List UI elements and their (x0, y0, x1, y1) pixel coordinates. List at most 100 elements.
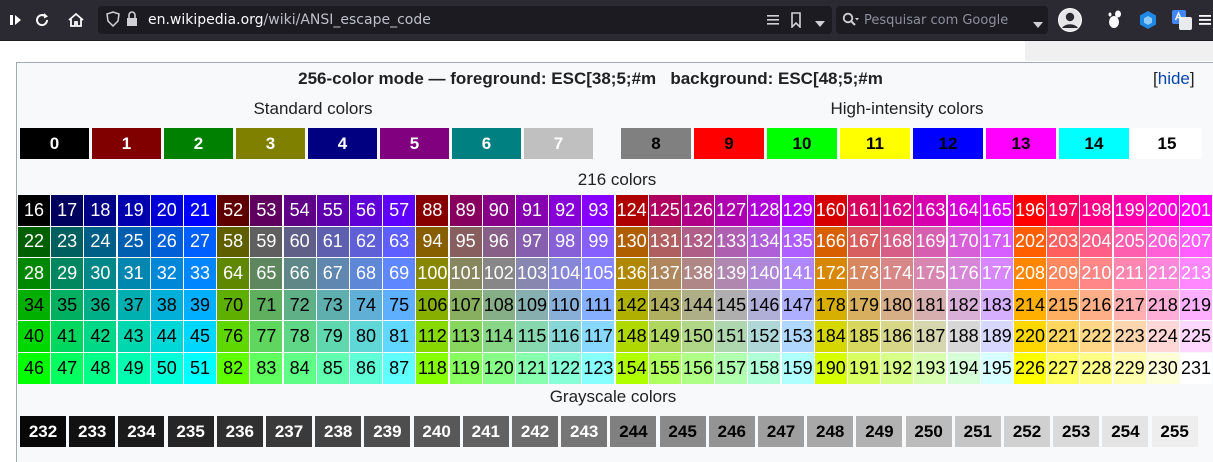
cube-color-125: 125 (648, 195, 681, 226)
translate-extension-icon[interactable] (1168, 6, 1196, 34)
standard-color-3: 3 (236, 128, 305, 159)
cube-color-63: 63 (383, 226, 416, 258)
cube-color-46: 46 (18, 353, 50, 384)
search-dropdown-icon[interactable] (1032, 15, 1044, 34)
cube-color-136: 136 (615, 258, 648, 289)
cube-color-79: 79 (316, 321, 349, 352)
cube-color-124: 124 (615, 195, 648, 226)
cube-color-97: 97 (516, 226, 548, 258)
cube-color-17: 17 (51, 195, 84, 226)
grayscale-color-237: 237 (266, 416, 312, 447)
cube-color-64: 64 (217, 258, 250, 289)
reload-icon[interactable] (28, 6, 56, 34)
grayscale-color-239: 239 (364, 416, 411, 447)
cube-color-99: 99 (582, 226, 615, 258)
cube-color-131: 131 (648, 226, 681, 258)
cube-color-45: 45 (184, 321, 216, 352)
standard-colors-heading: Standard colors (253, 99, 373, 118)
high-intensity-color-14: 14 (1059, 128, 1129, 159)
menu-icon[interactable] (1196, 6, 1213, 34)
cube-color-36: 36 (84, 289, 117, 321)
cube-color-142: 142 (615, 289, 648, 321)
shield-icon[interactable] (106, 11, 120, 31)
home-icon[interactable] (62, 6, 90, 34)
url-path: /wiki/ANSI_escape_code (263, 12, 431, 28)
cube-color-44: 44 (150, 321, 183, 352)
cube-color-159: 159 (781, 353, 814, 384)
cube-color-161: 161 (848, 195, 880, 226)
cube-color-184: 184 (814, 321, 847, 352)
high-intensity-color-15: 15 (1132, 128, 1202, 159)
cube-color-43: 43 (117, 321, 150, 352)
cube-color-162: 162 (881, 195, 914, 226)
bracket-open: [ (1153, 69, 1158, 88)
cube-color-110: 110 (549, 289, 582, 321)
gnome-extension-icon[interactable] (1100, 6, 1128, 34)
cube-color-107: 107 (449, 289, 482, 321)
sidebar-toggle-icon[interactable] (2, 6, 30, 34)
cube-color-135: 135 (781, 226, 814, 258)
cube-color-42: 42 (84, 321, 117, 352)
cube-color-160: 160 (814, 195, 847, 226)
cube-color-224: 224 (1146, 321, 1179, 352)
cube-color-176: 176 (947, 258, 980, 289)
cube-color-193: 193 (914, 353, 947, 384)
cube-color-80: 80 (350, 321, 382, 352)
url-bar[interactable]: en.wikipedia.org/wiki/ANSI_escape_code (98, 6, 832, 34)
cube-color-151: 151 (715, 321, 748, 352)
cube-color-145: 145 (715, 289, 748, 321)
cube-color-208: 208 (1014, 258, 1046, 289)
url-dropdown-icon[interactable] (814, 14, 826, 33)
account-icon[interactable] (1056, 6, 1084, 34)
cube-color-214: 214 (1014, 289, 1046, 321)
cube-color-216: 216 (1080, 289, 1113, 321)
cube-color-126: 126 (682, 195, 714, 226)
cube-color-94: 94 (416, 226, 449, 258)
cube-color-60: 60 (283, 226, 316, 258)
cube-color-209: 209 (1047, 258, 1080, 289)
hide-toggle[interactable]: [hide] (1153, 69, 1195, 89)
cube-color-171: 171 (980, 226, 1013, 258)
reader-mode-icon[interactable] (766, 12, 780, 31)
url-text[interactable]: en.wikipedia.org/wiki/ANSI_escape_code (148, 12, 431, 28)
grayscale-color-249: 249 (856, 416, 903, 447)
cube-color-140: 140 (748, 258, 781, 289)
cube-color-221: 221 (1047, 321, 1080, 352)
cube-color-183: 183 (980, 289, 1013, 321)
cube-color-87: 87 (383, 353, 416, 384)
cube-color-85: 85 (316, 353, 349, 384)
hide-link[interactable]: hide (1157, 69, 1190, 88)
cube-color-21: 21 (184, 195, 216, 226)
grayscale-color-236: 236 (216, 416, 263, 447)
cube-color-130: 130 (615, 226, 648, 258)
cube-color-83: 83 (250, 353, 283, 384)
cube-color-226: 226 (1014, 353, 1046, 384)
cube-color-165: 165 (980, 195, 1013, 226)
search-bar[interactable]: Pesquisar com Google (836, 6, 1048, 34)
cube-color-163: 163 (914, 195, 947, 226)
cube-color-194: 194 (947, 353, 980, 384)
cube-color-167: 167 (848, 226, 880, 258)
grayscale-color-238: 238 (315, 416, 362, 447)
cube-color-108: 108 (482, 289, 515, 321)
cube-color-123: 123 (582, 353, 615, 384)
cube-color-188: 188 (947, 321, 980, 352)
cube-color-156: 156 (682, 353, 714, 384)
cube-color-153: 153 (781, 321, 814, 352)
cube-color-16: 16 (18, 195, 50, 226)
cube-color-50: 50 (150, 353, 183, 384)
cube-color-62: 62 (350, 226, 382, 258)
lock-icon[interactable] (126, 11, 138, 31)
bookmark-icon[interactable] (790, 12, 802, 32)
cube-color-201: 201 (1180, 195, 1212, 226)
cube-color-149: 149 (648, 321, 681, 352)
cube-color-120: 120 (482, 353, 515, 384)
standard-color-4: 4 (308, 128, 377, 159)
cube-color-116: 116 (549, 321, 582, 352)
cube-color-187: 187 (914, 321, 947, 352)
cube-color-127: 127 (715, 195, 748, 226)
cube-color-157: 157 (715, 353, 748, 384)
cube-color-229: 229 (1113, 353, 1146, 384)
cube-color-170: 170 (947, 226, 980, 258)
cube-extension-icon[interactable] (1134, 6, 1162, 34)
